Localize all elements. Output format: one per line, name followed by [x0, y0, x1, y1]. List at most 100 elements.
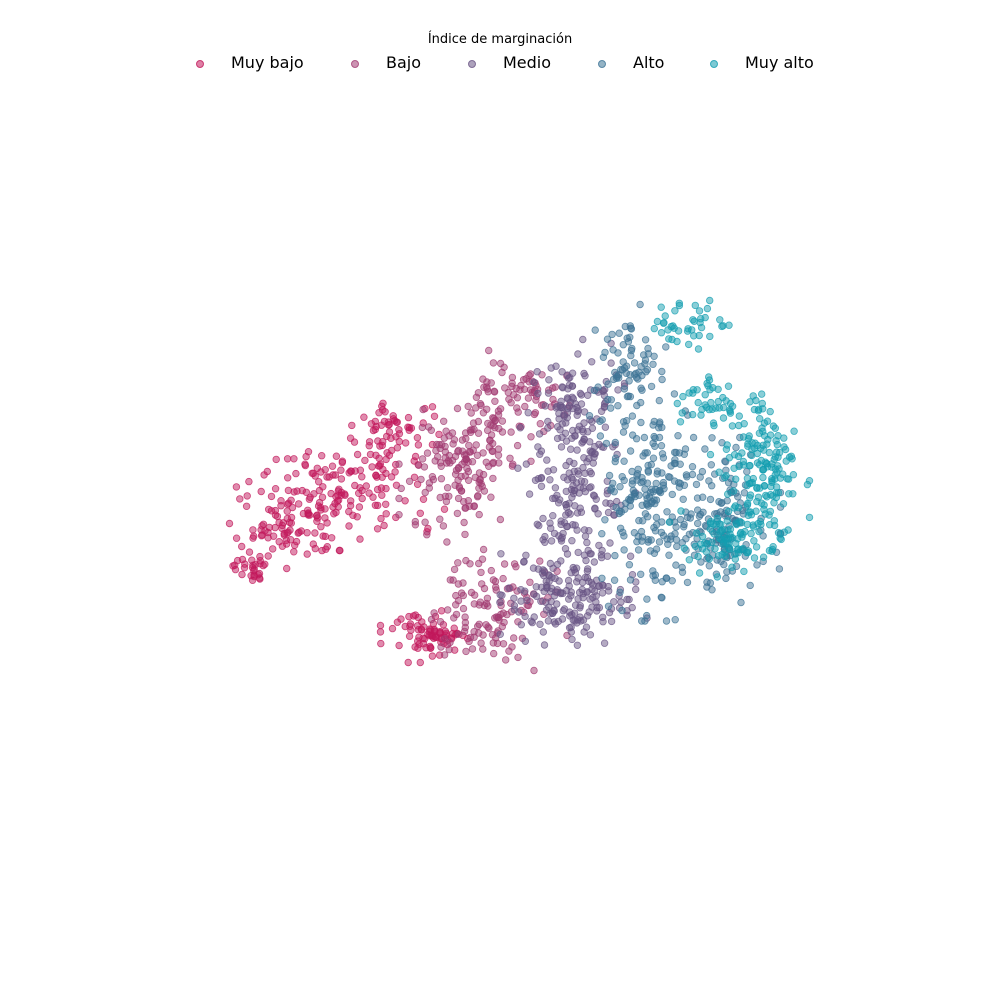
scatter-point-1 — [473, 451, 482, 459]
scatter-point-1 — [517, 381, 525, 390]
scatter-point-2 — [604, 582, 612, 591]
scatter-point-1 — [428, 473, 437, 481]
scatter-point-0 — [309, 469, 318, 477]
scatter-point-0 — [358, 494, 366, 503]
scatter-point-1 — [472, 441, 480, 449]
scatter-point-2 — [563, 550, 572, 558]
scatter-point-3 — [609, 479, 617, 487]
scatter-point-0 — [302, 452, 310, 461]
scatter-point-4 — [724, 490, 732, 498]
scatter-point-4 — [771, 424, 779, 432]
scatter-point-3 — [590, 386, 599, 395]
scatter-point-1 — [510, 634, 518, 642]
scatter-point-2 — [543, 584, 551, 592]
scatter-point-4 — [773, 468, 781, 476]
scatter-point-1 — [483, 385, 491, 393]
scatter-point-3 — [689, 433, 698, 442]
scatter-point-0 — [232, 534, 241, 542]
scatter-point-2 — [563, 394, 572, 402]
scatter-point-1 — [466, 560, 474, 568]
scatter-point-2 — [510, 594, 518, 602]
scatter-point-4 — [772, 493, 780, 502]
scatter-point-2 — [626, 552, 635, 560]
scatter-point-2 — [590, 558, 598, 566]
scatter-point-3 — [672, 448, 680, 457]
scatter-point-3 — [644, 538, 652, 546]
scatter-point-2 — [505, 584, 513, 592]
scatter-point-0 — [397, 615, 405, 623]
scatter-point-1 — [453, 509, 462, 518]
scatter-point-1 — [505, 395, 513, 403]
scatter-point-4 — [709, 419, 718, 427]
legend-item-1: Bajo — [351, 53, 421, 72]
scatter-point-0 — [269, 545, 277, 553]
scatter-point-3 — [650, 352, 658, 360]
scatter-point-0 — [428, 652, 437, 660]
scatter-point-2 — [552, 362, 560, 370]
scatter-point-1 — [477, 639, 485, 647]
scatter-point-0 — [334, 491, 342, 500]
scatter-point-1 — [441, 492, 450, 500]
scatter-point-2 — [558, 403, 566, 412]
scatter-point-1 — [499, 640, 508, 648]
scatter-point-2 — [567, 588, 575, 596]
scatter-point-2 — [545, 376, 553, 384]
scatter-point-1 — [505, 647, 513, 655]
scatter-point-3 — [629, 486, 637, 495]
scatter-point-0 — [376, 628, 385, 636]
scatter-point-2 — [614, 386, 622, 394]
scatter-point-0 — [356, 466, 365, 474]
scatter-point-1 — [498, 428, 507, 436]
scatter-point-1 — [461, 429, 470, 437]
scatter-point-1 — [463, 464, 471, 473]
scatter-point-1 — [521, 402, 529, 411]
scatter-point-4 — [716, 527, 724, 536]
scatter-point-4 — [750, 554, 759, 562]
scatter-point-0 — [385, 428, 394, 436]
scatter-point-0 — [450, 624, 458, 632]
scatter-point-1 — [454, 494, 463, 503]
scatter-point-3 — [649, 454, 658, 462]
scatter-point-4 — [739, 457, 748, 466]
scatter-point-4 — [665, 335, 673, 343]
scatter-point-1 — [411, 517, 419, 526]
scatter-point-1 — [475, 469, 484, 477]
scatter-point-3 — [662, 617, 671, 625]
scatter-point-2 — [565, 595, 573, 603]
scatter-point-1 — [423, 449, 432, 457]
scatter-point-2 — [578, 439, 586, 447]
scatter-point-0 — [430, 412, 439, 420]
scatter-point-4 — [711, 545, 719, 553]
scatter-point-4 — [709, 384, 717, 392]
scatter-point-4 — [673, 399, 681, 408]
scatter-point-1 — [491, 397, 499, 405]
scatter-point-0 — [290, 455, 298, 463]
scatter-point-1 — [451, 481, 459, 489]
scatter-point-4 — [707, 517, 715, 526]
scatter-point-0 — [378, 491, 386, 499]
scatter-point-3 — [672, 561, 680, 569]
scatter-point-2 — [535, 430, 544, 438]
scatter-point-2 — [571, 502, 579, 510]
scatter-point-0 — [248, 576, 257, 584]
scatter-point-1 — [459, 604, 468, 613]
scatter-point-1 — [499, 574, 507, 583]
scatter-point-3 — [707, 461, 715, 469]
legend-label: Medio — [503, 53, 551, 72]
scatter-point-0 — [259, 561, 267, 570]
scatter-point-1 — [514, 408, 522, 416]
scatter-point-4 — [667, 322, 675, 331]
scatter-point-2 — [550, 529, 559, 538]
scatter-point-4 — [708, 538, 716, 547]
scatter-point-4 — [695, 331, 703, 340]
scatter-point-3 — [622, 362, 631, 370]
scatter-point-4 — [789, 490, 797, 498]
scatter-point-3 — [648, 485, 656, 493]
scatter-point-0 — [365, 442, 373, 450]
scatter-point-0 — [288, 503, 297, 512]
scatter-point-0 — [402, 439, 410, 447]
scatter-point-3 — [603, 335, 612, 343]
scatter-point-3 — [671, 616, 679, 624]
scatter-point-2 — [600, 639, 609, 647]
scatter-point-3 — [634, 546, 643, 554]
